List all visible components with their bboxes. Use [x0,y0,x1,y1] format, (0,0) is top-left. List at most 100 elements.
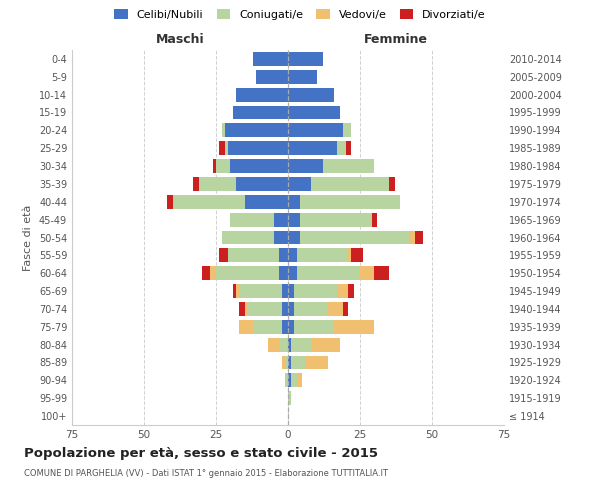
Bar [343,124,352,138]
Bar [288,284,294,298]
Bar [280,248,288,262]
Bar [280,338,288,351]
Bar [288,391,291,405]
Bar [199,177,236,191]
Bar [311,177,389,191]
Bar [288,302,294,316]
Bar [337,284,349,298]
Bar [224,124,288,138]
Bar [274,212,288,226]
Bar [360,266,374,280]
Bar [193,177,199,191]
Bar [288,124,343,138]
Bar [233,106,288,120]
Bar [288,159,323,173]
Bar [256,70,288,84]
Bar [409,230,415,244]
Bar [236,88,288,102]
Bar [294,302,328,316]
Bar [288,88,334,102]
Bar [328,302,343,316]
Bar [236,177,288,191]
Bar [299,212,371,226]
Bar [239,284,282,298]
Bar [173,195,245,209]
Bar [227,248,280,262]
Bar [374,266,389,280]
Bar [288,266,296,280]
Bar [349,248,352,262]
Bar [389,177,395,191]
Bar [280,266,288,280]
Bar [349,284,354,298]
Bar [288,177,311,191]
Bar [268,338,280,351]
Bar [274,230,288,244]
Bar [296,374,302,388]
Bar [343,302,349,316]
Bar [245,302,248,316]
Bar [291,374,296,388]
Bar [233,284,236,298]
Bar [415,230,424,244]
Bar [282,356,285,370]
Bar [288,320,294,334]
Bar [216,159,230,173]
Bar [288,212,299,226]
Bar [227,141,288,155]
Bar [230,159,288,173]
Bar [288,374,291,388]
Bar [282,284,288,298]
Bar [236,284,239,298]
Bar [282,320,288,334]
Bar [216,266,280,280]
Bar [285,356,288,370]
Bar [282,302,288,316]
Bar [239,320,253,334]
Bar [253,52,288,66]
Bar [288,248,296,262]
Bar [299,230,409,244]
Bar [296,266,360,280]
Text: COMUNE DI PARGHELIA (VV) - Dati ISTAT 1° gennaio 2015 - Elaborazione TUTTITALIA.: COMUNE DI PARGHELIA (VV) - Dati ISTAT 1°… [24,469,388,478]
Bar [288,338,291,351]
Bar [253,320,282,334]
Bar [352,248,363,262]
Bar [346,141,352,155]
Bar [291,356,305,370]
Bar [294,284,337,298]
Bar [230,212,274,226]
Bar [222,230,274,244]
Bar [219,248,227,262]
Bar [323,159,374,173]
Bar [239,302,245,316]
Bar [288,70,317,84]
Bar [294,320,334,334]
Text: Maschi: Maschi [155,34,205,46]
Bar [296,248,349,262]
Bar [288,356,291,370]
Bar [285,374,288,388]
Bar [371,212,377,226]
Bar [288,52,323,66]
Bar [248,302,282,316]
Text: Femmine: Femmine [364,34,428,46]
Bar [334,320,374,334]
Bar [210,266,216,280]
Bar [299,195,400,209]
Bar [245,195,288,209]
Y-axis label: Fasce di età: Fasce di età [23,204,33,270]
Bar [288,141,337,155]
Bar [167,195,173,209]
Bar [224,141,227,155]
Bar [219,141,224,155]
Legend: Celibi/Nubili, Coniugati/e, Vedovi/e, Divorziati/e: Celibi/Nubili, Coniugati/e, Vedovi/e, Di… [111,6,489,23]
Bar [337,141,346,155]
Bar [288,195,299,209]
Bar [222,124,224,138]
Bar [213,159,216,173]
Bar [288,106,340,120]
Bar [291,338,311,351]
Text: Popolazione per età, sesso e stato civile - 2015: Popolazione per età, sesso e stato civil… [24,448,378,460]
Bar [305,356,328,370]
